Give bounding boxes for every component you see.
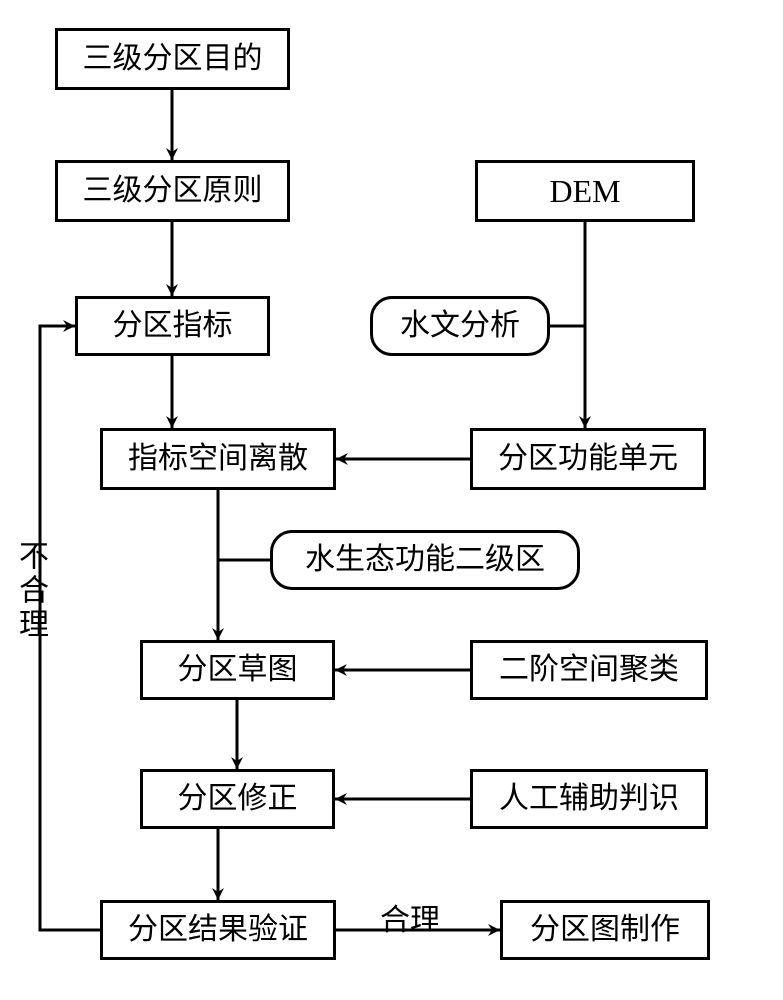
node-label: 分区图制作 <box>530 912 680 948</box>
node-label: 人工辅助判识 <box>499 781 679 817</box>
node-revise: 分区修正 <box>140 769 335 829</box>
node-label: 分区修正 <box>178 781 298 817</box>
node-label: DEM <box>549 172 620 210</box>
node-label: 分区草图 <box>178 652 298 688</box>
node-label: 指标空间离散 <box>128 441 308 477</box>
node-label: 分区指标 <box>113 308 233 344</box>
node-label: 二阶空间聚类 <box>499 652 679 688</box>
node-sketch: 分区草图 <box>140 640 335 700</box>
node-label: 三级分区目的 <box>83 41 263 77</box>
node-hydro: 水文分析 <box>370 296 550 356</box>
node-verify: 分区结果验证 <box>100 900 336 960</box>
node-eco2: 水生态功能二级区 <box>270 530 580 590</box>
node-map: 分区图制作 <box>500 900 710 960</box>
node-principle: 三级分区原则 <box>55 160 290 222</box>
node-label: 三级分区原则 <box>83 173 263 209</box>
node-label: 水生态功能二级区 <box>305 542 545 578</box>
node-manual: 人工辅助判识 <box>470 769 708 829</box>
node-func-unit: 分区功能单元 <box>470 428 706 490</box>
node-discrete: 指标空间离散 <box>100 428 336 490</box>
node-indicator: 分区指标 <box>75 296 270 356</box>
node-label: 分区功能单元 <box>498 441 678 477</box>
edge-label-unreasonable: 不合理 <box>8 540 52 642</box>
node-dem: DEM <box>475 160 695 222</box>
node-cluster: 二阶空间聚类 <box>470 640 708 700</box>
node-label: 水文分析 <box>400 308 520 344</box>
node-purpose: 三级分区目的 <box>55 28 290 90</box>
flowchart-edges <box>0 0 783 1000</box>
node-label: 分区结果验证 <box>128 912 308 948</box>
edge-label-reasonable: 合理 <box>380 895 440 939</box>
